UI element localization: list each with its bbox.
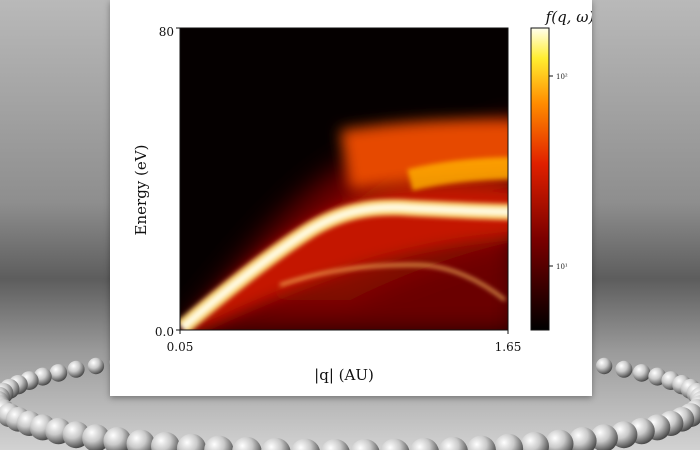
bead (615, 360, 633, 378)
chart-panel: 80 0.0 Energy (eV) 0.05 1.65 |q| (AU) f(… (110, 0, 592, 396)
x-tick-label-left: 0.05 (167, 340, 194, 354)
colorbar-tick-low: 10¹ (556, 263, 568, 271)
x-axis: 0.05 1.65 |q| (AU) (167, 330, 522, 384)
bead (568, 427, 597, 450)
colorbar: f(q, ω) 10² 10¹ (530, 8, 592, 331)
heatmap-field (180, 28, 508, 330)
bead (176, 433, 207, 450)
bead (493, 433, 524, 450)
bead (87, 357, 105, 375)
x-axis-title: |q| (AU) (314, 366, 374, 384)
bead (545, 429, 574, 450)
plot-frame (179, 27, 509, 331)
colorbar-tick-high: 10² (556, 73, 568, 81)
bead (151, 431, 180, 450)
bead (520, 431, 549, 450)
bead (409, 437, 439, 450)
colorbar-gradient (530, 27, 550, 331)
bead (49, 364, 68, 382)
bead (204, 435, 234, 450)
y-axis: 80 0.0 Energy (eV) (132, 25, 180, 339)
colorbar-title: f(q, ω) (545, 8, 592, 26)
bead (380, 438, 410, 450)
bead (350, 439, 380, 450)
bead (438, 436, 468, 450)
bead (126, 429, 155, 450)
bead (595, 357, 613, 375)
bead (466, 435, 496, 450)
bead (290, 438, 320, 450)
bead (67, 360, 85, 378)
y-axis-title: Energy (eV) (132, 145, 150, 236)
y-tick-label-bottom: 0.0 (155, 325, 174, 339)
bead (232, 436, 262, 450)
heatmap-ridges (180, 157, 508, 330)
x-tick-label-right: 1.65 (495, 340, 522, 354)
bead (261, 437, 291, 450)
bead (590, 424, 618, 450)
bead (82, 424, 110, 450)
bead (320, 439, 350, 450)
heatmap-chart: 80 0.0 Energy (eV) 0.05 1.65 |q| (AU) f(… (132, 8, 592, 384)
bead (103, 427, 132, 450)
bead (632, 364, 651, 382)
y-tick-label-top: 80 (159, 25, 174, 39)
